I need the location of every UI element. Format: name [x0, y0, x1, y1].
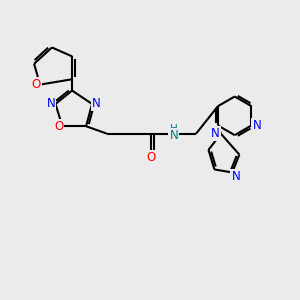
Text: N: N: [231, 169, 240, 182]
Text: N: N: [252, 119, 261, 132]
Text: N: N: [211, 127, 220, 140]
Text: O: O: [32, 78, 41, 91]
Text: O: O: [54, 120, 63, 133]
Text: N: N: [46, 98, 56, 110]
Text: N: N: [92, 98, 101, 110]
Text: N: N: [169, 129, 178, 142]
Text: O: O: [147, 151, 156, 164]
Text: H: H: [170, 124, 178, 134]
